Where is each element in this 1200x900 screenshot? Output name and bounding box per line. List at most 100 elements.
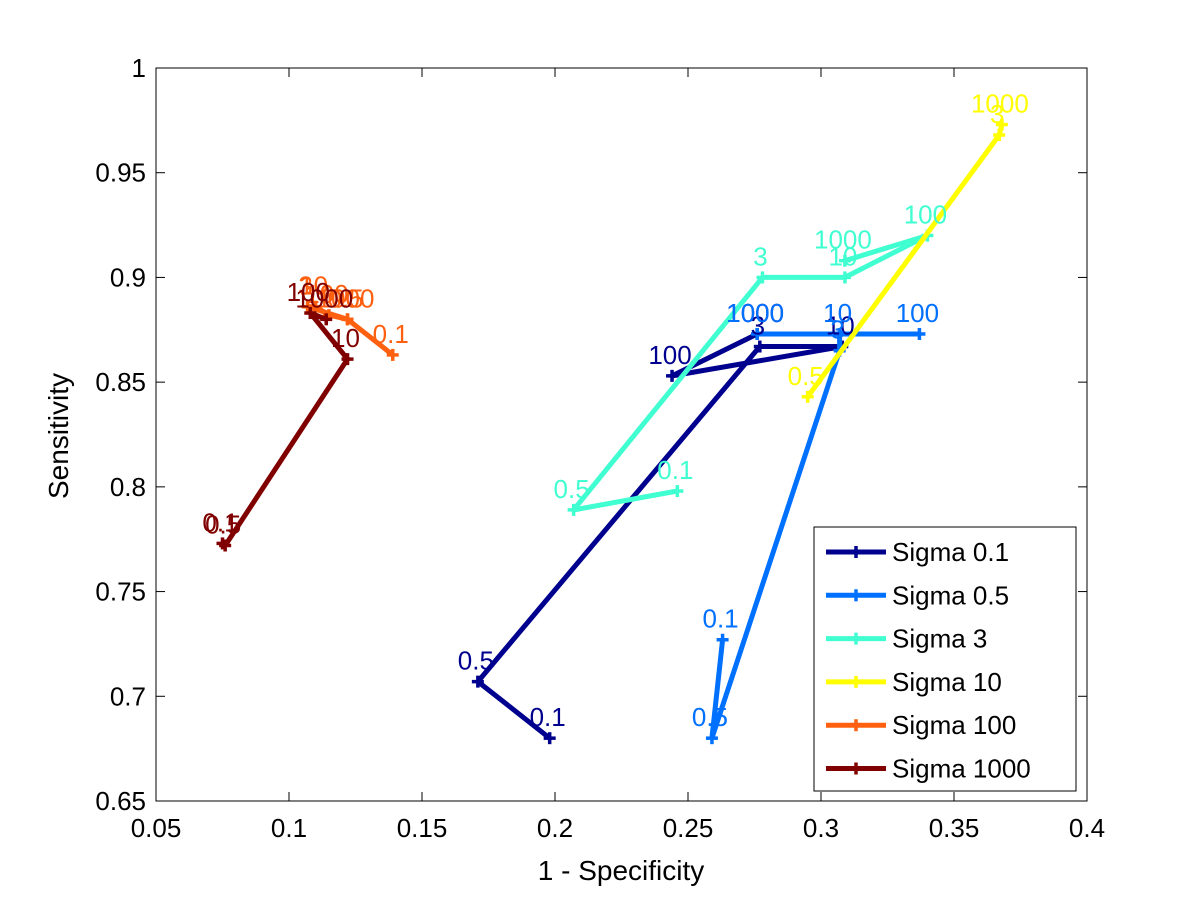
point-label: 3 bbox=[751, 311, 765, 341]
legend-marker bbox=[850, 546, 862, 558]
series-sigma-5 bbox=[216, 307, 354, 552]
y-tick-label: 0.9 bbox=[110, 262, 146, 292]
data-point bbox=[838, 254, 851, 267]
point-label: 1000 bbox=[971, 89, 1029, 119]
point-label: 10 bbox=[299, 271, 328, 301]
y-tick-label: 1 bbox=[132, 53, 146, 83]
point-label: 0.1 bbox=[703, 604, 739, 634]
series-sigma-3 bbox=[801, 118, 1008, 403]
data-point bbox=[993, 129, 1006, 142]
y-axis-label: Sensitivity bbox=[43, 373, 74, 499]
series-line bbox=[709, 331, 922, 741]
point-label: 1000 bbox=[726, 298, 784, 328]
y-tick-label: 0.65 bbox=[95, 786, 146, 816]
data-point bbox=[320, 313, 333, 326]
point-label: 100 bbox=[305, 279, 348, 309]
point-label: 3 bbox=[753, 241, 767, 271]
point-label: 0.5 bbox=[554, 474, 590, 504]
point-label: 10 bbox=[826, 311, 855, 341]
legend-label: Sigma 0.1 bbox=[892, 537, 1009, 567]
x-tick-label: 0.15 bbox=[397, 813, 448, 843]
data-point bbox=[833, 327, 846, 340]
legend-marker bbox=[850, 675, 862, 688]
point-label: 3 bbox=[830, 315, 844, 345]
series-line bbox=[571, 233, 930, 513]
point-label: 1000 bbox=[726, 298, 784, 328]
data-point bbox=[341, 353, 354, 366]
x-tick-label: 0.05 bbox=[131, 813, 182, 843]
data-point bbox=[386, 348, 399, 361]
x-axis-label: 1 - Specificity bbox=[538, 855, 705, 886]
x-tick-label: 0.2 bbox=[537, 813, 573, 843]
x-tick-label: 0.1 bbox=[271, 813, 307, 843]
x-tick-label: 0.35 bbox=[929, 813, 980, 843]
point-label: 10 bbox=[331, 323, 360, 353]
x-tick-label: 0.4 bbox=[1069, 813, 1105, 843]
point-label: 0.5 bbox=[692, 702, 728, 732]
data-point bbox=[753, 340, 766, 353]
data-point bbox=[913, 327, 926, 340]
legend-label: Sigma 0.5 bbox=[892, 580, 1009, 610]
point-label: 100 bbox=[904, 200, 947, 230]
series-sigma-4 bbox=[301, 300, 399, 361]
legend-item: Sigma 100 bbox=[826, 710, 1016, 740]
plot-series bbox=[216, 118, 1008, 745]
legend-item: Sigma 0.5 bbox=[826, 580, 1009, 610]
data-point bbox=[838, 271, 851, 284]
legend-box bbox=[813, 526, 1077, 792]
data-point bbox=[471, 675, 484, 688]
plot-area-frame bbox=[155, 67, 1088, 802]
data-point bbox=[716, 633, 729, 646]
legend-item: Sigma 1000 bbox=[826, 754, 1031, 784]
point-label: 0.5 bbox=[458, 646, 494, 676]
legend-item: Sigma 0.1 bbox=[826, 537, 1009, 567]
legend-marker bbox=[850, 719, 862, 732]
y-tick-label: 0.7 bbox=[110, 681, 146, 711]
legend-marker bbox=[850, 589, 862, 602]
legend-label: Sigma 100 bbox=[892, 710, 1016, 740]
point-label: 1000 bbox=[814, 225, 872, 255]
legend-item: Sigma 3 bbox=[826, 624, 987, 654]
point-label: 10 bbox=[823, 298, 852, 328]
legend: Sigma 0.1 Sigma 0.5 Sigma 3 Sigma 10 Sigma 1… bbox=[813, 526, 1077, 792]
axes: 0.05 0.1 0.15 0.2 0.25 0.3 0.35 0.4 0.65 0.7 0.75 0… bbox=[95, 53, 1105, 843]
data-point bbox=[304, 307, 317, 320]
x-tick-label: 0.25 bbox=[663, 813, 714, 843]
data-point bbox=[666, 369, 679, 382]
point-label: 100 bbox=[896, 298, 939, 328]
data-point bbox=[705, 732, 718, 745]
point-label: 10 bbox=[828, 241, 857, 271]
data-point bbox=[995, 118, 1008, 131]
point-label: 0.1 bbox=[373, 319, 409, 349]
x-tick-label: 0.3 bbox=[803, 813, 839, 843]
data-point bbox=[309, 300, 322, 313]
legend-label: Sigma 1000 bbox=[892, 754, 1031, 784]
y-tick-label: 0.75 bbox=[95, 577, 146, 607]
data-point bbox=[671, 485, 684, 498]
data-point bbox=[219, 539, 232, 552]
y-tick-label: 0.95 bbox=[95, 158, 146, 188]
data-point bbox=[543, 732, 556, 745]
data-point bbox=[341, 313, 354, 326]
data-point bbox=[756, 271, 769, 284]
legend-marker bbox=[850, 762, 862, 775]
point-label: 100 bbox=[287, 277, 330, 307]
point-label: 0.5 bbox=[788, 361, 824, 391]
point-label: 0.5 bbox=[205, 509, 241, 539]
y-tick-label: 0.8 bbox=[110, 472, 146, 502]
data-point bbox=[751, 327, 764, 340]
legend-label: Sigma 3 bbox=[892, 624, 987, 654]
point-label: 0.1 bbox=[530, 702, 566, 732]
data-point bbox=[801, 390, 814, 403]
point-label: 3 bbox=[298, 271, 312, 301]
point-label: 3 bbox=[990, 99, 1004, 129]
point-label: 0.1 bbox=[202, 507, 238, 537]
data-point bbox=[567, 503, 580, 516]
point-label: 1000 bbox=[295, 283, 353, 313]
legend-marker bbox=[850, 632, 862, 645]
point-label: 0.5 bbox=[327, 283, 363, 313]
point-label: 1000 bbox=[317, 283, 375, 313]
legend-label: Sigma 10 bbox=[892, 667, 1002, 697]
